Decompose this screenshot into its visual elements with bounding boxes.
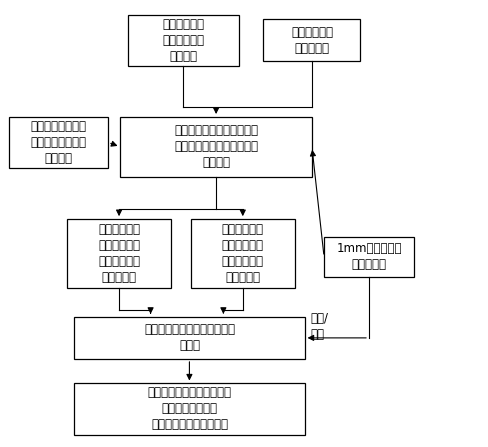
Bar bbox=[120, 117, 312, 177]
Text: 建立周视观察镜模态、动态
响应分析，计算应力和位移
分布结果: 建立周视观察镜模态、动态 响应分析，计算应力和位移 分布结果 bbox=[174, 124, 258, 169]
Text: 1mm间隔逐渐改
变箱体壁厚: 1mm间隔逐渐改 变箱体壁厚 bbox=[336, 242, 402, 271]
Text: 建立周视观察
镜三维模型: 建立周视观察 镜三维模型 bbox=[291, 26, 333, 55]
Bar bbox=[74, 384, 305, 434]
Bar bbox=[67, 219, 171, 288]
Text: 读取光轴两端
点的位移值与
坐标，计算相
对偏转角度: 读取光轴两端 点的位移值与 坐标，计算相 对偏转角度 bbox=[98, 223, 140, 284]
Bar bbox=[74, 317, 305, 359]
Bar bbox=[324, 237, 414, 277]
Text: 获取观察镜设
备材料参数和
工况参数: 获取观察镜设 备材料参数和 工况参数 bbox=[163, 18, 204, 63]
Text: 读取观察镜有
限元分析结果
应力最大值部
位的应力值: 读取观察镜有 限元分析结果 应力最大值部 位的应力值 bbox=[222, 223, 264, 284]
Bar bbox=[9, 117, 108, 168]
Bar bbox=[264, 19, 361, 61]
Text: 以光轴偏转角度、应力最大
值为判断标准进行
周视观察镜设备优化设计: 以光轴偏转角度、应力最大 值为判断标准进行 周视观察镜设备优化设计 bbox=[147, 387, 231, 431]
Bar bbox=[191, 219, 295, 288]
Text: 与许用最大偏转角度和屈服强
度对比: 与许用最大偏转角度和屈服强 度对比 bbox=[144, 323, 235, 352]
Text: 设计不同安装面上
的阻尼系数进行有
限元分析: 设计不同安装面上 的阻尼系数进行有 限元分析 bbox=[30, 120, 86, 165]
Bar bbox=[127, 15, 239, 66]
Text: 小于/
大于: 小于/ 大于 bbox=[310, 312, 328, 341]
